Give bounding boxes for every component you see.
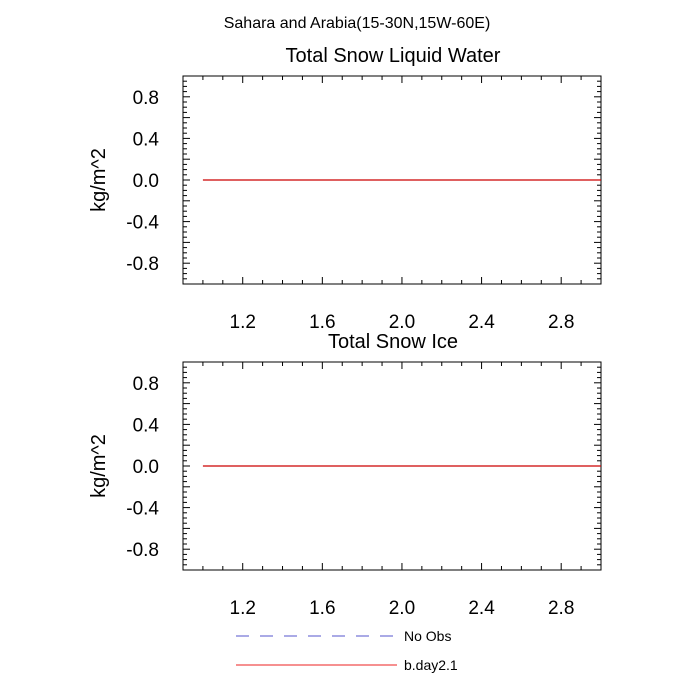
y-tick-label: -0.8: [126, 254, 159, 275]
chart-title: Total Snow Ice: [328, 331, 458, 353]
y-tick-label: 0.8: [133, 88, 159, 109]
x-tick-label: 2.0: [389, 598, 415, 619]
x-tick-label: 2.0: [389, 312, 415, 333]
x-tick-label: 2.8: [548, 312, 574, 333]
x-tick-label: 2.4: [468, 598, 495, 619]
y-tick-label: 0.8: [133, 374, 159, 395]
y-tick-label: 0.0: [133, 457, 159, 478]
y-axis-label: kg/m^2: [88, 434, 110, 498]
figure-suptitle: Sahara and Arabia(15-30N,15W-60E): [224, 15, 491, 32]
legend-label: b.day2.1: [404, 657, 458, 673]
y-axis-label: kg/m^2: [88, 148, 110, 212]
x-tick-label: 1.2: [230, 312, 256, 333]
y-tick-label: -0.4: [126, 213, 159, 234]
y-tick-label: 0.4: [133, 129, 160, 150]
chart-panel-1: Total Snow Liquid Water kg/m^2 0.8 0.4 0.0 -0…: [88, 45, 602, 333]
x-tick-label: 2.8: [548, 598, 574, 619]
chart-panel-2: Total Snow Ice kg/m^2 0.8 0.4 0.0 -0.4 -0.8 1.2…: [88, 331, 602, 619]
legend: No Obs b.day2.1: [236, 628, 458, 673]
y-tick-label: 0.4: [133, 415, 160, 436]
x-tick-label: 1.2: [230, 598, 256, 619]
y-tick-label: -0.8: [126, 540, 159, 561]
y-tick-label: -0.4: [126, 499, 159, 520]
x-tick-label: 2.4: [468, 312, 495, 333]
legend-label: No Obs: [404, 628, 451, 644]
chart-panels: Total Snow Liquid Water kg/m^2 0.8 0.4 0.0 -0…: [88, 45, 602, 619]
x-tick-label: 1.6: [309, 312, 335, 333]
chart-title: Total Snow Liquid Water: [286, 45, 501, 67]
x-tick-label: 1.6: [309, 598, 335, 619]
y-tick-label: 0.0: [133, 171, 159, 192]
